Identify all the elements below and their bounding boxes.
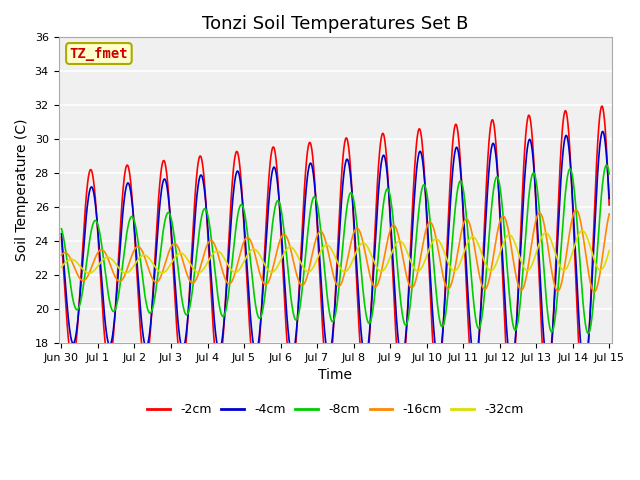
Text: TZ_fmet: TZ_fmet [70, 47, 128, 60]
X-axis label: Time: Time [318, 368, 353, 382]
Y-axis label: Soil Temperature (C): Soil Temperature (C) [15, 119, 29, 262]
Title: Tonzi Soil Temperatures Set B: Tonzi Soil Temperatures Set B [202, 15, 468, 33]
Legend: -2cm, -4cm, -8cm, -16cm, -32cm: -2cm, -4cm, -8cm, -16cm, -32cm [142, 398, 528, 421]
